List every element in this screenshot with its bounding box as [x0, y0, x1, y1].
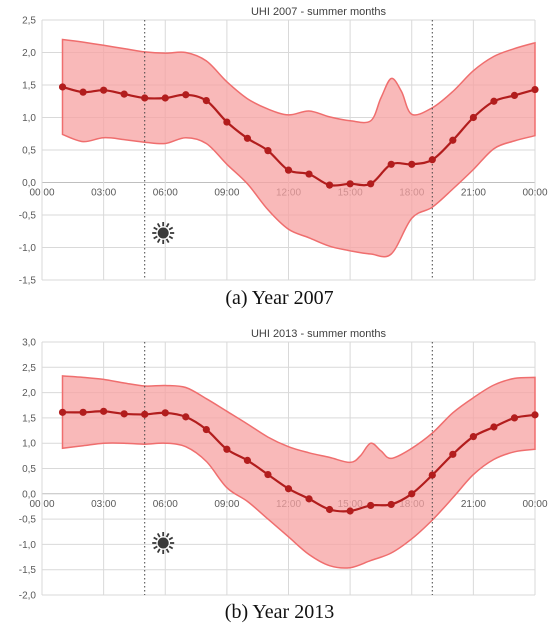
- data-point: [223, 118, 231, 126]
- y-tick-label: -1,5: [19, 565, 37, 576]
- data-point: [120, 410, 128, 418]
- data-point: [346, 180, 354, 188]
- data-point: [100, 407, 108, 415]
- data-point: [243, 134, 252, 142]
- y-tick-label: 1,0: [22, 113, 36, 124]
- y-tick-label: -1,0: [19, 540, 37, 551]
- crescent-moon-icon: [443, 223, 454, 243]
- x-tick-label: 06:00: [153, 188, 178, 199]
- uhi-range-band: [61, 38, 536, 258]
- y-tick-label: 0,5: [22, 146, 36, 157]
- chart-title: UHI 2007 - summer months: [251, 6, 387, 18]
- crescent-moon-icon: [443, 533, 454, 553]
- y-tick-label: -0,5: [19, 515, 37, 526]
- chart-panel-2013: UHI 2013 - summer months -2,0 -1,5 -1,0 -0,5…: [0, 322, 559, 630]
- caption-2007: (a) Year 2007: [225, 287, 334, 309]
- data-point: [120, 90, 128, 98]
- data-point: [428, 471, 436, 479]
- data-point: [367, 180, 375, 188]
- y-tick-label: -2,0: [19, 591, 37, 602]
- data-point: [79, 88, 87, 96]
- data-point: [141, 410, 149, 418]
- chart-panel-2007: UHI 2007 - summer months -1,5 -1,0 -0,5 0,0 0…: [19, 6, 548, 309]
- data-point: [100, 86, 108, 94]
- y-tick-label: -1,5: [19, 276, 37, 287]
- data-point: [510, 91, 519, 99]
- data-point: [510, 414, 519, 422]
- y-tick-label: 1,5: [22, 81, 36, 92]
- data-point: [428, 156, 436, 164]
- y-tick-label: 3,0: [22, 338, 36, 349]
- data-point: [202, 425, 210, 434]
- data-point: [346, 507, 354, 515]
- data-point: [408, 490, 416, 498]
- data-point: [449, 450, 457, 458]
- y-tick-label: 1,5: [22, 413, 36, 424]
- data-point: [58, 408, 67, 416]
- data-point: [449, 136, 457, 144]
- y-tick-label: 2,0: [22, 48, 36, 59]
- chart-2007: UHI 2007 - summer months -1,5 -1,0 -0,5 0,0 0…: [19, 6, 548, 287]
- data-point: [264, 147, 272, 155]
- y-tick-label: -0,5: [19, 211, 37, 222]
- data-point: [325, 181, 334, 189]
- data-point: [531, 411, 539, 419]
- chart-2013: UHI 2013 - summer months -2,0 -1,5 -1,0 -0,5…: [19, 328, 548, 602]
- data-point: [305, 495, 313, 503]
- y-tick-label: -1,0: [19, 243, 37, 254]
- data-point: [264, 470, 272, 479]
- x-tick-label: 03:00: [91, 499, 116, 510]
- data-point: [58, 83, 67, 91]
- data-point: [161, 94, 169, 102]
- sun-icon: [152, 222, 175, 244]
- data-point: [182, 91, 190, 99]
- data-point: [223, 445, 231, 453]
- data-point: [305, 170, 313, 178]
- data-point: [141, 94, 149, 102]
- x-tick-label: 00:00: [522, 499, 547, 510]
- sun-icon: [152, 532, 175, 554]
- chart-title: UHI 2013 - summer months: [251, 328, 387, 340]
- y-tick-label: 2,5: [22, 363, 36, 374]
- x-tick-label: 09:00: [214, 499, 239, 510]
- data-point: [79, 408, 87, 416]
- x-tick-label: 21:00: [461, 188, 486, 199]
- data-point: [469, 113, 477, 122]
- data-point: [243, 456, 252, 465]
- x-tick-label: 00:00: [522, 188, 547, 199]
- y-tick-label: 0,0: [22, 178, 36, 189]
- data-point: [408, 160, 416, 168]
- y-tick-label: 0,5: [22, 464, 36, 475]
- data-point: [161, 409, 169, 417]
- caption-2013: (b) Year 2013: [224, 601, 335, 623]
- data-point: [325, 505, 334, 514]
- y-tick-label: 1,0: [22, 439, 36, 450]
- data-point: [531, 85, 539, 94]
- x-tick-label: 06:00: [153, 499, 178, 510]
- data-point: [469, 433, 477, 441]
- data-point: [387, 500, 395, 509]
- y-tick-label: 2,0: [22, 388, 36, 399]
- y-tick-label: 2,5: [22, 16, 36, 27]
- data-point: [387, 160, 395, 168]
- data-point: [202, 97, 210, 105]
- data-point: [367, 501, 375, 510]
- data-point: [284, 166, 293, 174]
- x-tick-label: 03:00: [91, 188, 116, 199]
- y-tick-label: 0,0: [22, 489, 36, 500]
- data-point: [182, 413, 190, 421]
- data-point: [490, 423, 498, 431]
- uhi-range-band: [61, 375, 536, 569]
- data-point: [490, 97, 498, 105]
- x-tick-label: 21:00: [461, 499, 486, 510]
- data-point: [284, 485, 293, 493]
- x-tick-label: 09:00: [214, 188, 239, 199]
